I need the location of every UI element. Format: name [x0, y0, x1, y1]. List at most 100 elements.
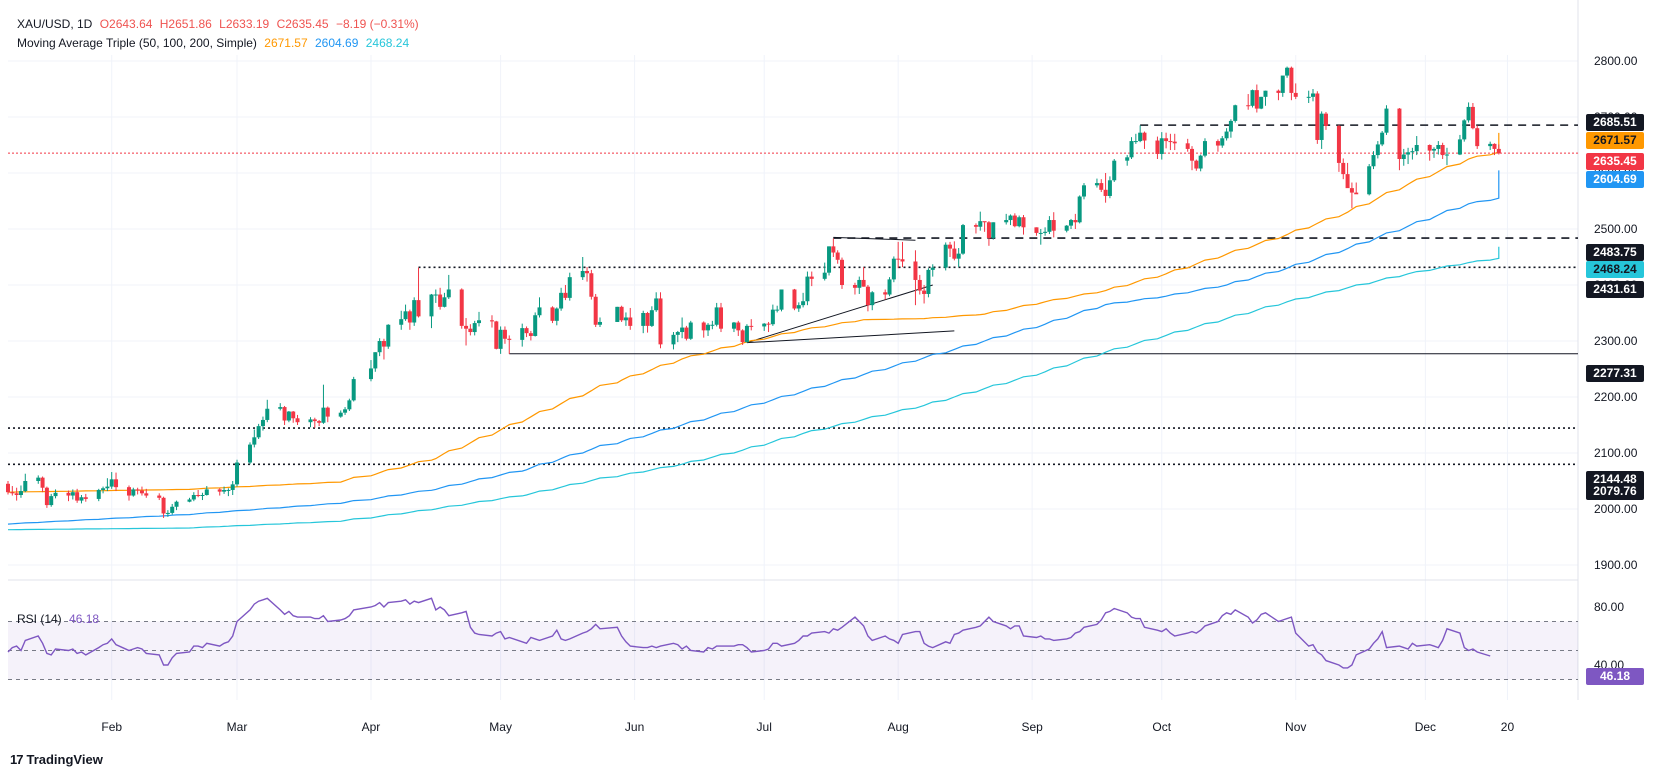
- time-tick: Jun: [624, 720, 645, 734]
- rsi-value: 46.18: [69, 612, 100, 626]
- price-tick: 2300.00: [1594, 334, 1638, 348]
- candle-body: [70, 492, 75, 496]
- time-tick: Mar: [226, 720, 248, 734]
- candle-body: [291, 411, 296, 419]
- price-tick: 1900.00: [1594, 558, 1638, 572]
- candle-body: [312, 419, 317, 422]
- candle-body: [710, 324, 715, 326]
- rsi-title[interactable]: RSI (14): [17, 612, 62, 626]
- candle-body: [131, 489, 136, 496]
- candle-body: [1250, 90, 1255, 106]
- candle-body: [265, 408, 270, 420]
- candle-body: [1081, 185, 1086, 197]
- candle-body: [831, 246, 836, 253]
- candle-body: [79, 497, 84, 501]
- candle-body: [498, 329, 503, 349]
- candle-body: [325, 407, 330, 417]
- candle-body: [18, 491, 23, 495]
- candle-body: [762, 323, 767, 327]
- candle-body: [1138, 132, 1143, 142]
- candle-body: [714, 307, 719, 325]
- candle-body: [1414, 145, 1419, 152]
- candle-body: [986, 222, 991, 238]
- trendline: [746, 284, 933, 344]
- trendline: [833, 236, 916, 241]
- level-badge: 2685.51: [1586, 114, 1644, 131]
- candle-body: [896, 258, 901, 260]
- candle-body: [857, 279, 862, 288]
- candle-body: [1220, 138, 1225, 146]
- candle-body: [96, 489, 101, 499]
- price-tick: 2200.00: [1594, 390, 1638, 404]
- candle-body: [1224, 131, 1229, 139]
- candle-body: [114, 479, 119, 488]
- candle-body: [930, 267, 935, 270]
- candle-body: [165, 512, 170, 514]
- candle-body: [736, 322, 741, 331]
- candle-body: [641, 313, 646, 326]
- candle-body: [801, 301, 806, 306]
- candle-body: [593, 296, 598, 325]
- candle-body: [952, 248, 957, 259]
- ohlc-legend: XAU/USD, 1D O2643.64 H2651.86 L2633.19 C…: [17, 17, 423, 31]
- candle-body: [1371, 155, 1376, 167]
- candle-body: [494, 321, 499, 349]
- candle-body: [1289, 67, 1294, 93]
- candle-body: [684, 327, 689, 339]
- high-value: H2651.86: [159, 17, 212, 31]
- candle-body: [338, 412, 343, 417]
- candle-body: [1233, 105, 1238, 121]
- candle-body: [913, 261, 918, 280]
- candle-body: [256, 426, 261, 438]
- candle-body: [865, 286, 870, 306]
- candle-body: [1380, 132, 1385, 145]
- candle-body: [1064, 225, 1069, 231]
- candle-body: [191, 495, 196, 500]
- candle-body: [1133, 141, 1138, 143]
- candle-body: [623, 317, 628, 321]
- time-tick: Apr: [361, 720, 381, 734]
- candle-body: [1047, 220, 1052, 232]
- candle-body: [464, 325, 469, 329]
- candle-body: [1384, 108, 1389, 133]
- symbol-label[interactable]: XAU/USD, 1D: [17, 17, 93, 31]
- candle-body: [222, 489, 227, 492]
- candle-body: [827, 246, 832, 273]
- candle-body: [680, 327, 685, 333]
- candle-body: [343, 409, 348, 413]
- candle-body: [317, 421, 322, 423]
- price-badge: 2635.45: [1586, 153, 1644, 170]
- rsi-badge: 46.18: [1586, 668, 1644, 685]
- candle-body: [49, 496, 54, 506]
- candle-body: [472, 323, 477, 333]
- ma200-line: [8, 246, 1500, 531]
- candle-body: [126, 487, 131, 496]
- candle-body: [105, 486, 110, 489]
- candle-body: [796, 305, 801, 309]
- candle-body: [1432, 148, 1437, 151]
- time-tick: 20: [1500, 720, 1515, 734]
- candle-body: [1427, 145, 1432, 151]
- candle-body: [922, 290, 927, 294]
- candle-body: [1462, 120, 1467, 140]
- candle-body: [377, 341, 382, 353]
- tv-logo-icon: 17: [10, 752, 24, 767]
- rsi-tick: 80.00: [1594, 600, 1625, 614]
- candle-body: [528, 333, 533, 336]
- candle-body: [1488, 143, 1493, 147]
- candle-body: [1319, 113, 1324, 140]
- candle-body: [1190, 148, 1195, 161]
- candle-body: [719, 307, 724, 329]
- ma-title[interactable]: Moving Average Triple (50, 100, 200, Sim…: [17, 36, 257, 50]
- tradingview-logo[interactable]: 17 TradingView: [10, 752, 103, 767]
- candle-body: [956, 253, 961, 259]
- candle-body: [407, 311, 412, 323]
- candle-body: [1164, 138, 1169, 142]
- candle-body: [1168, 141, 1173, 143]
- candle-body: [295, 418, 300, 423]
- candle-body: [308, 419, 313, 423]
- candle-body: [53, 492, 58, 497]
- candle-body: [619, 306, 624, 321]
- candle-body: [1341, 162, 1346, 175]
- candle-body: [252, 437, 257, 445]
